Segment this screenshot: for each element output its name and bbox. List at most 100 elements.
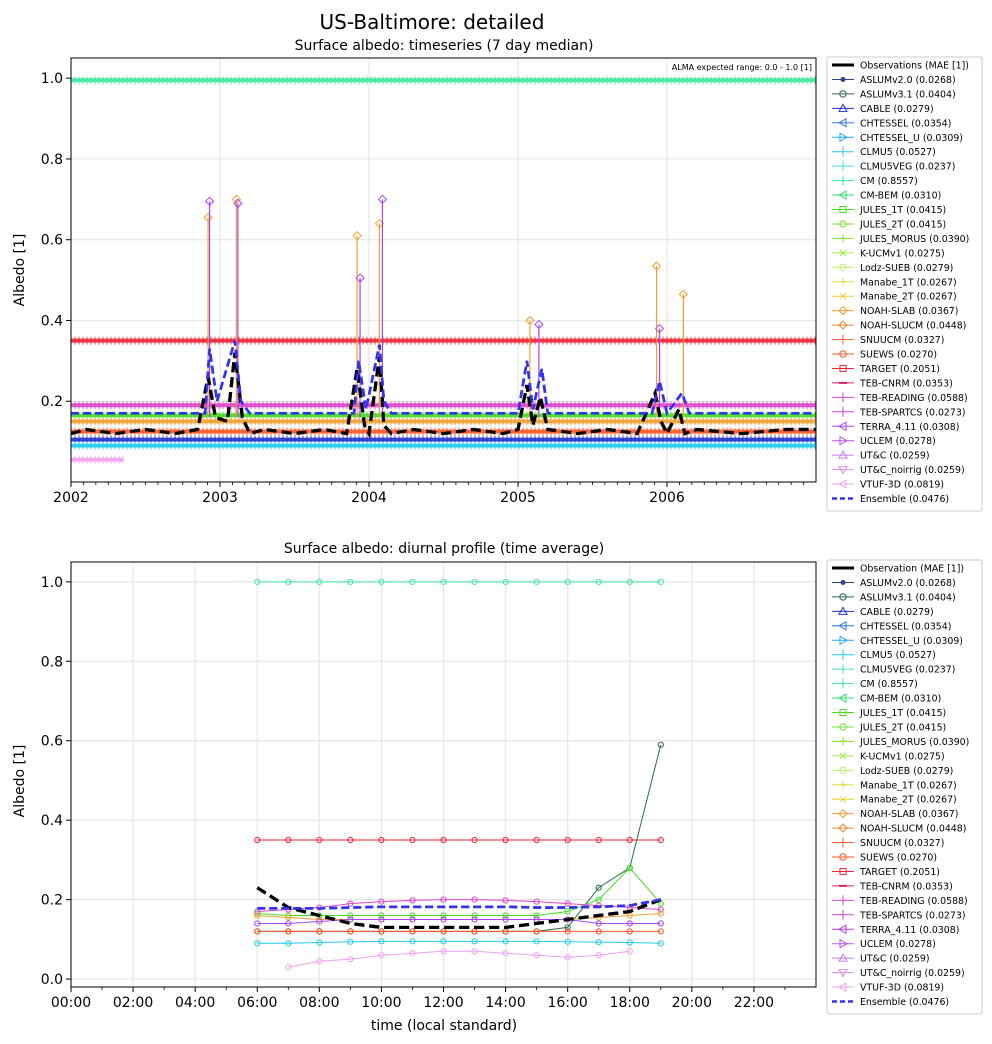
data-point	[502, 897, 509, 904]
legend-label: K-UCMv1 (0.0275)	[860, 751, 945, 762]
legend-label: SNUUCM (0.0327)	[860, 838, 944, 849]
x-tick-label: 18:00	[610, 995, 650, 1011]
legend-marker	[837, 117, 847, 128]
data-point	[378, 938, 385, 945]
data-point	[378, 836, 385, 844]
legend-entry: NOAH-SLAB (0.0367)	[832, 808, 958, 820]
legend-entry: JULES_2T (0.0415)	[832, 219, 946, 230]
x-tick-label: 2003	[202, 490, 238, 506]
legend-label: UCLEM (0.0278)	[860, 436, 936, 447]
legend-marker	[839, 752, 847, 760]
legend-label: SNUUCM (0.0327)	[860, 335, 944, 346]
legend-label: SUEWS (0.0270)	[860, 853, 937, 864]
legend-entry: ASLUMv3.1 (0.0404)	[832, 592, 956, 603]
legend-label: ASLUMv3.1 (0.0404)	[860, 89, 956, 100]
data-point	[440, 948, 447, 955]
legend-marker	[839, 867, 847, 875]
peak-marker	[355, 273, 365, 283]
x-tick-label: 2002	[53, 490, 89, 506]
series-teb-reading-0-0588--markers	[71, 401, 816, 410]
data-point	[409, 578, 416, 585]
legend-entry: Manabe_2T (0.0267)	[832, 795, 957, 806]
legend-label: TEB-CNRM (0.0353)	[859, 378, 953, 389]
data-point	[657, 920, 664, 927]
legend-marker	[839, 90, 847, 98]
legend-marker	[839, 737, 847, 746]
x-tick-label: 22:00	[734, 995, 774, 1011]
legend-marker	[838, 103, 848, 112]
legend-label: TEB-SPARTCS (0.0273)	[859, 910, 965, 921]
legend-label: CLMU5VEG (0.0237)	[860, 162, 955, 173]
data-point	[533, 938, 540, 945]
data-point	[378, 952, 385, 959]
x-tick-label: 00:00	[51, 995, 91, 1011]
legend-label: TERRA_4.11 (0.0308)	[859, 422, 959, 433]
legend-label: Manabe_2T (0.0267)	[860, 292, 957, 303]
data-point	[533, 836, 540, 844]
legend-label: CM (0.8557)	[860, 679, 918, 690]
legend-label: TEB-READING (0.0588)	[859, 896, 968, 907]
legend-entry: JULES_MORUS (0.0390)	[832, 737, 969, 748]
legend-entry: K-UCMv1 (0.0275)	[832, 248, 945, 259]
legend-label: CM-BEM (0.0310)	[860, 191, 941, 202]
data-point	[657, 910, 664, 917]
peak-marker	[233, 198, 243, 209]
legend-label: Manabe_1T (0.0267)	[860, 277, 957, 288]
data-point	[471, 578, 478, 585]
series-teb-reading-0-0588-	[257, 899, 661, 913]
legend-marker	[839, 350, 847, 358]
legend-entry: CLMU5VEG (0.0237)	[832, 664, 955, 676]
legend-entry: UT&C (0.0259)	[832, 450, 930, 462]
legend-entry: SNUUCM (0.0327)	[832, 334, 944, 346]
data-point	[595, 836, 602, 844]
legend-marker	[839, 364, 847, 372]
legend-entry: JULES_MORUS (0.0390)	[832, 234, 969, 245]
peak-marker	[654, 323, 665, 334]
series-cm-0-8557--markers	[254, 578, 664, 585]
data-point	[564, 836, 571, 844]
legend-label: ASLUMv2.0 (0.0268)	[860, 75, 956, 86]
legend-entry: CHTESSEL (0.0354)	[832, 620, 951, 632]
legend-entry: TERRA_4.11 (0.0308)	[832, 421, 959, 433]
legend-marker	[839, 780, 847, 789]
legend-label: Ensemble (0.0476)	[860, 997, 949, 1008]
legend-entry: UT&C (0.0259)	[832, 953, 930, 965]
legend-label: ASLUMv2.0 (0.0268)	[860, 578, 956, 589]
y-tick-label: 1.0	[41, 71, 63, 87]
legend-label: CLMU5 (0.0527)	[860, 147, 936, 158]
legend-label: CHTESSEL_U (0.0309)	[860, 133, 963, 144]
legend-entry: ASLUMv2.0 (0.0268)	[832, 578, 956, 589]
diurnal-plot-area: 00:00 02:00 04:00 06:00 08:00 10:00 12:00 14:00…	[41, 561, 817, 1011]
data-point	[595, 920, 602, 927]
data-point	[626, 928, 633, 935]
series-clmu5-0-0527-	[257, 940, 661, 944]
legend-label: CABLE (0.0279)	[860, 104, 934, 115]
legend-entry: CM-BEM (0.0310)	[832, 190, 941, 202]
legend-marker	[839, 234, 847, 243]
data-point	[347, 928, 354, 935]
y-tick-label: 0.8	[41, 654, 63, 670]
legend-marker	[839, 709, 847, 716]
legend-marker	[837, 924, 847, 935]
legend-entry: Ensemble (0.0476)	[832, 494, 949, 505]
diurnal-legend: Observation (MAE [1]) ASLUMv2.0 (0.0268) A…	[826, 559, 983, 1015]
legend-entry: CLMU5 (0.0527)	[832, 146, 936, 158]
legend-label: CHTESSEL_U (0.0309)	[860, 636, 963, 647]
series-group	[254, 578, 664, 971]
data-point	[285, 920, 292, 927]
data-point	[657, 940, 664, 947]
legend-marker	[839, 635, 849, 646]
legend-marker	[839, 853, 847, 861]
series-noah-slab-peaks	[203, 194, 689, 418]
legend-marker	[839, 593, 847, 601]
series-target-0-2051--markers	[71, 336, 816, 345]
data-point	[595, 578, 602, 585]
legend-label: JULES_MORUS (0.0390)	[859, 737, 969, 748]
data-point	[626, 948, 633, 955]
legend-label: VTUF-3D (0.0819)	[860, 480, 944, 491]
data-point	[533, 928, 540, 935]
data-point	[657, 928, 664, 935]
legend-entry: TEB-READING (0.0588)	[832, 392, 968, 404]
legend-label: UT&C (0.0259)	[860, 954, 930, 965]
legend-marker	[838, 320, 848, 330]
